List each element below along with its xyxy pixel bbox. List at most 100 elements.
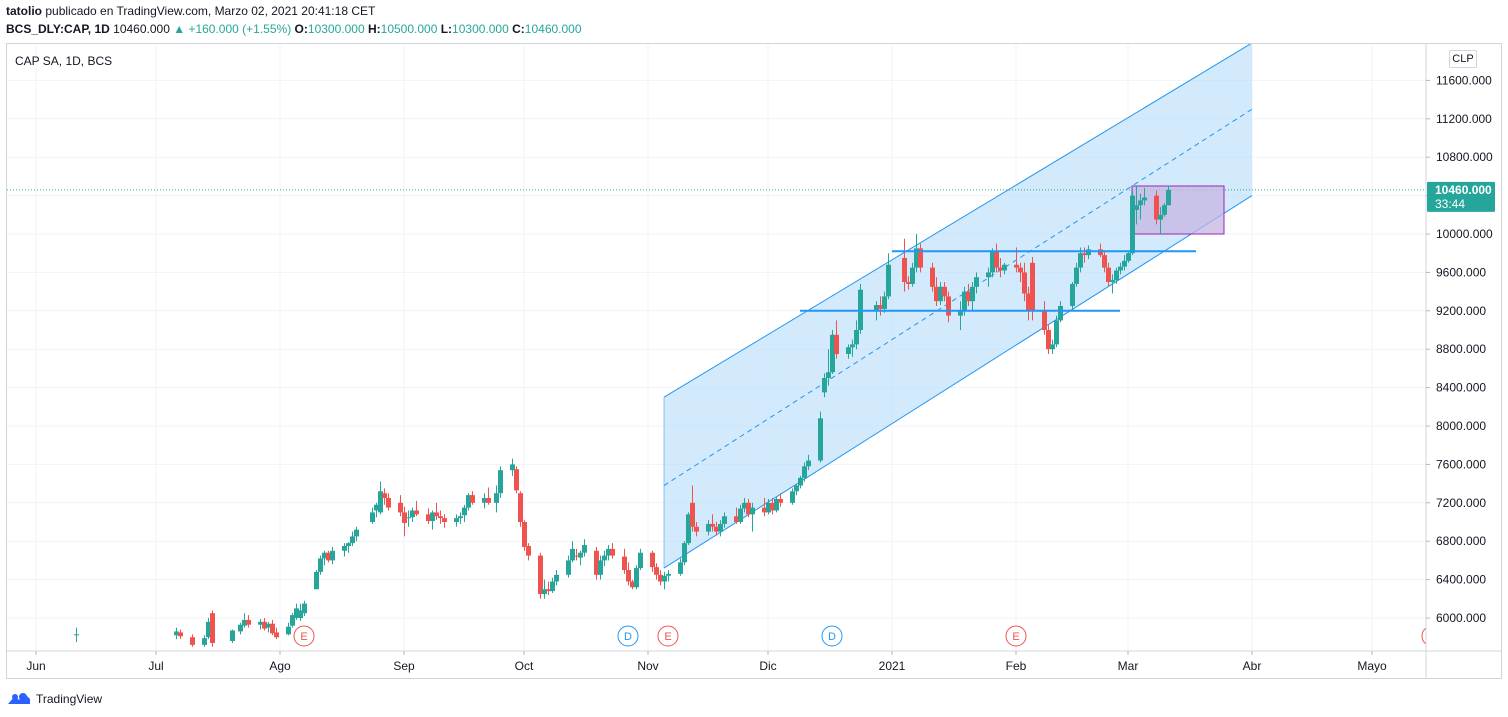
x-tick-label: Nov	[637, 659, 658, 673]
y-tick-label: 11200.000	[1436, 112, 1492, 126]
candle	[938, 282, 943, 306]
symbol-title: BCS_DLY:CAP, 1D	[6, 22, 110, 36]
candle-body	[974, 277, 979, 287]
candle	[262, 618, 267, 631]
candle	[774, 497, 779, 513]
candle	[382, 488, 387, 505]
high-label: H:	[367, 22, 381, 36]
candle-body	[662, 575, 667, 582]
candle-body	[630, 581, 635, 588]
candle	[74, 627, 79, 642]
x-tick-label: Sep	[393, 659, 415, 673]
candle-body	[578, 552, 583, 558]
candle	[314, 570, 319, 590]
candle	[1050, 339, 1055, 354]
candle	[470, 491, 475, 505]
candle-body	[598, 560, 603, 575]
candle-body	[510, 464, 515, 471]
candle	[342, 543, 347, 557]
candle-body	[946, 296, 951, 316]
candle	[1018, 262, 1023, 282]
candle-body	[770, 502, 775, 511]
x-tick-label: Jul	[148, 659, 163, 673]
candle-body	[738, 508, 743, 522]
candle	[826, 349, 831, 386]
candle	[966, 283, 971, 306]
candle-body	[798, 477, 803, 486]
candle-body	[678, 562, 683, 574]
candle	[1102, 251, 1107, 273]
candle-body	[854, 330, 859, 345]
candle	[630, 579, 635, 590]
footer-brand[interactable]: TradingView	[6, 688, 102, 710]
x-tick-label: Feb	[1006, 659, 1027, 673]
candle-body	[550, 581, 555, 592]
candle-body	[874, 305, 879, 311]
dividend-marker	[821, 625, 843, 647]
pane-symbol-label: CAP SA, 1D, BCS	[15, 54, 113, 68]
candle-body	[802, 466, 807, 478]
low-label: L:	[440, 22, 453, 36]
y-tick-label: 7200.000	[1436, 496, 1486, 510]
candle	[602, 550, 607, 567]
candle-body	[330, 550, 335, 561]
candle	[718, 520, 723, 537]
candle-body	[518, 493, 523, 522]
candle	[622, 548, 627, 574]
candle-body	[778, 498, 783, 503]
candle	[326, 550, 331, 563]
candle	[318, 555, 323, 575]
candle-body	[1042, 310, 1047, 330]
candle	[482, 493, 487, 509]
candle-body	[470, 495, 475, 503]
candle-body	[1118, 266, 1123, 271]
candle-body	[694, 526, 699, 532]
earnings-marker	[657, 625, 679, 647]
publication-line: tatolio publicado en TradingView.com, Ma…	[6, 4, 375, 18]
candle	[330, 546, 335, 565]
candle-body	[294, 608, 299, 618]
candle-body	[414, 510, 419, 515]
candle	[806, 454, 811, 471]
candle	[190, 634, 195, 647]
candle-body	[1130, 195, 1135, 254]
currency-button[interactable]: CLP	[1449, 50, 1477, 68]
candle-body	[1070, 283, 1075, 306]
candle	[1002, 262, 1007, 275]
last-price-tag-value: 10460.000	[1435, 183, 1492, 197]
candle-body	[482, 498, 487, 503]
candle	[626, 562, 631, 586]
candle	[546, 581, 551, 595]
candle-body	[206, 621, 211, 638]
candle-body	[602, 555, 607, 561]
candle-body	[594, 550, 599, 575]
candle	[1166, 186, 1171, 206]
candle	[658, 570, 663, 586]
candle	[706, 520, 711, 536]
candle	[762, 498, 767, 517]
candle	[594, 546, 599, 580]
candle	[510, 458, 515, 476]
candle-body	[442, 518, 447, 522]
y-tick-label: 6800.000	[1436, 534, 1486, 548]
candle-body	[710, 523, 715, 527]
candle-body	[766, 502, 771, 513]
candle-body	[542, 589, 547, 594]
candle-body	[774, 498, 779, 511]
candle	[374, 502, 379, 518]
candle	[738, 504, 743, 524]
candle-body	[1082, 253, 1087, 256]
candle-body	[1002, 264, 1007, 271]
candle-body	[1022, 272, 1027, 294]
earnings-marker	[1421, 627, 1426, 645]
candle	[270, 619, 275, 636]
candle	[458, 512, 463, 524]
candle-body	[1138, 200, 1143, 206]
candle-body	[526, 546, 531, 556]
author-name[interactable]: tatolio	[6, 4, 42, 18]
candle	[694, 522, 699, 537]
candle-body	[370, 512, 375, 522]
candle-body	[266, 623, 271, 628]
candle-body	[514, 469, 519, 491]
